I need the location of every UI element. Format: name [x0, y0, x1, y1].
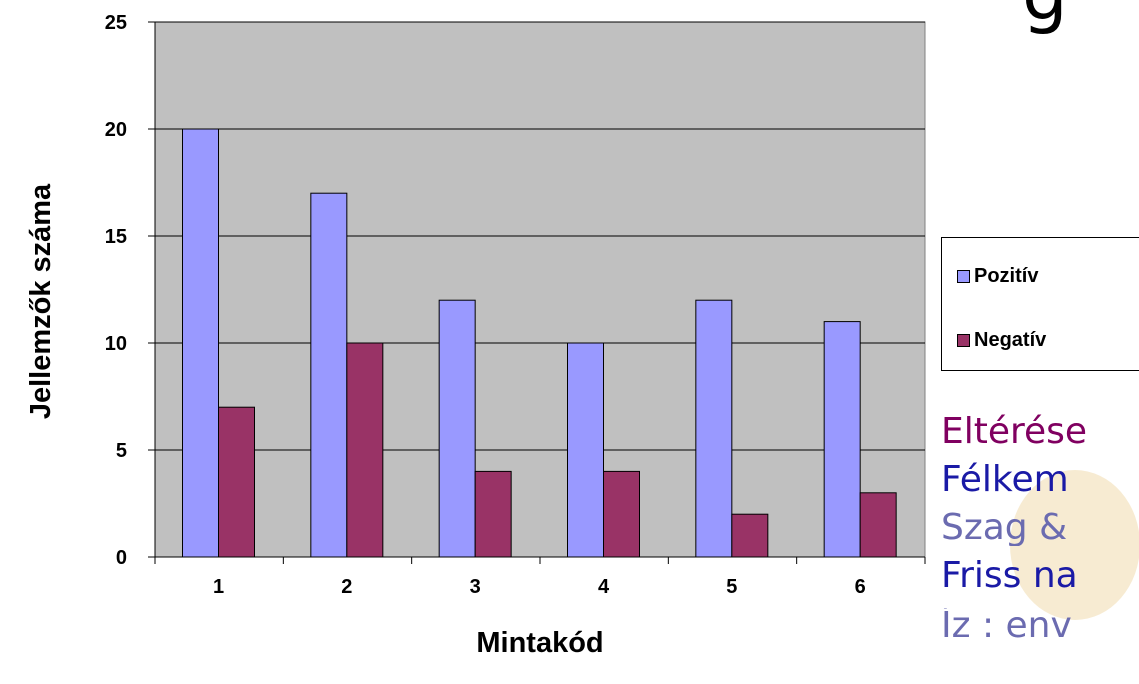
legend-item-negativ: Negatív: [957, 329, 1046, 352]
background-watermark: [1010, 470, 1139, 620]
legend-swatch-pozitiv: [957, 270, 970, 283]
y-tick-label: 5: [116, 440, 127, 462]
bar-negativ: [603, 470, 640, 558]
legend-swatch-negativ: [957, 334, 970, 347]
y-tick-label: 20: [105, 119, 127, 141]
bar-pozitiv: [695, 299, 733, 558]
bar-negativ: [346, 342, 384, 558]
legend-label-negativ: Negatív: [974, 329, 1047, 351]
bar-negativ: [218, 406, 255, 558]
bar-pozitiv: [567, 342, 604, 558]
legend-label-pozitiv: Pozitív: [974, 265, 1039, 287]
chart-legend: Pozitív Negatív: [941, 237, 1139, 371]
x-tick-label: 1: [213, 576, 224, 598]
bar-pozitiv: [438, 299, 476, 558]
background-text-line: Eltérése: [941, 414, 1088, 450]
y-tick-labels: 0 5 10 15 20 25: [105, 12, 127, 569]
bar-negativ: [474, 470, 512, 558]
y-axis-title: Jellemzők száma: [25, 183, 57, 419]
y-tick-label: 25: [105, 12, 127, 34]
x-tick-label: 2: [341, 576, 352, 598]
bar-negativ: [731, 513, 769, 558]
gridlines: [155, 21, 925, 451]
y-tick-label: 0: [116, 547, 127, 569]
x-tick-label: 6: [855, 576, 866, 598]
slide-title-fragment: g: [1022, 0, 1068, 30]
bar-pozitiv: [182, 128, 219, 558]
y-tick-label: 10: [105, 333, 127, 355]
x-tick-label: 4: [598, 576, 610, 598]
background-text-line: Friss na: [941, 558, 1078, 594]
bar-pozitiv: [310, 192, 348, 558]
x-tick-labels: 1 2 3 4 5 6: [213, 576, 866, 598]
bars: [182, 128, 897, 558]
background-text-line: Szag &: [941, 510, 1068, 546]
background-text-line: Félkem: [941, 462, 1069, 498]
legend-item-pozitiv: Pozitív: [957, 265, 1038, 288]
y-tick-label: 15: [105, 226, 127, 248]
x-tick-label: 5: [726, 576, 737, 598]
bar-negativ: [859, 492, 897, 558]
background-text-line: Íz : env: [941, 608, 1072, 644]
x-tick-label: 3: [470, 576, 481, 598]
x-axis-title: Mintakód: [476, 627, 603, 659]
bar-pozitiv: [823, 321, 861, 558]
plot-area: [154, 21, 926, 558]
axes: [148, 21, 926, 564]
